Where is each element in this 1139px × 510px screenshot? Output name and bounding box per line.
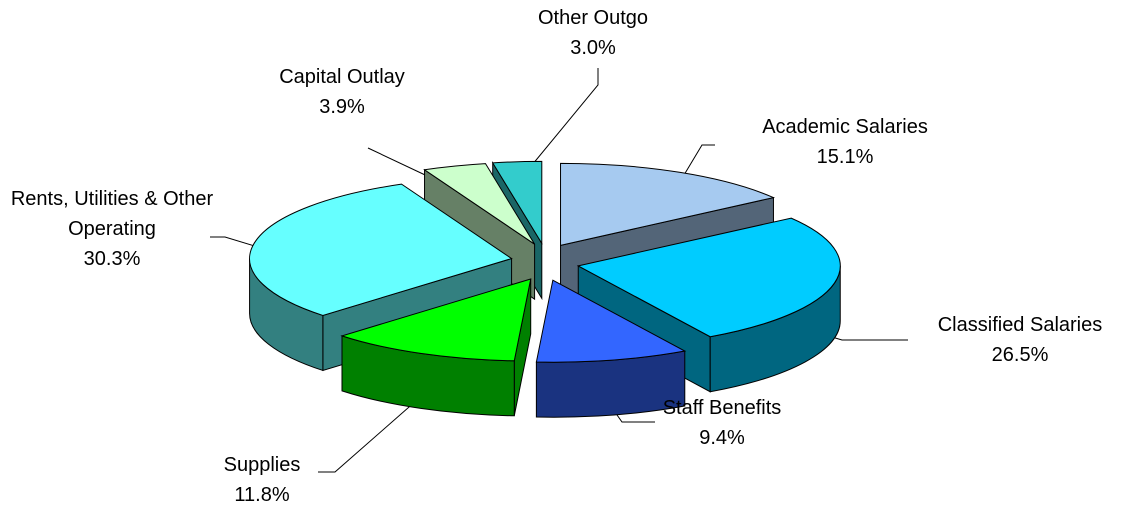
slice-top [491,160,543,246]
slice-value: 9.4% [699,427,745,449]
slice-name: Other Outgo [537,7,649,29]
slice-top [560,162,776,246]
slice-value: 11.8% [234,484,290,506]
slice-name: Classified Salaries [937,314,1103,336]
leader-line [210,236,259,248]
slice-top [249,183,513,316]
slice-top [576,217,841,338]
slice-label: Academic Salaries 15.1% [725,112,965,172]
slice-label: Supplies 11.8% [182,450,342,510]
slice-label: Capital Outlay 3.9% [242,62,442,122]
slice-top [535,279,687,363]
slice-top [340,278,532,362]
slice-value: 15.1% [816,146,874,168]
slice-label: Rents, Utilities & Other Operating 30.3% [7,184,217,274]
slice-value: 30.3% [83,248,141,270]
slice-name: Rents, Utilities & Other Operating [10,188,214,240]
slice-top [423,163,536,245]
slice-name: Supplies [223,454,301,476]
slice-name: Academic Salaries [762,116,928,138]
leader-lines [210,68,908,473]
leader-line [318,392,426,473]
leader-line [517,68,599,183]
slice-value: 3.9% [319,96,365,118]
slice-name: Staff Benefits [662,397,782,419]
slice-name: Capital Outlay [279,66,405,88]
slice-label: Staff Benefits 9.4% [622,393,822,453]
slices [249,160,841,418]
slice-label: Other Outgo 3.0% [493,3,693,63]
slice-value: 3.0% [570,37,616,59]
slice-value: 26.5% [991,344,1049,366]
slice-label: Classified Salaries 26.5% [900,310,1139,370]
